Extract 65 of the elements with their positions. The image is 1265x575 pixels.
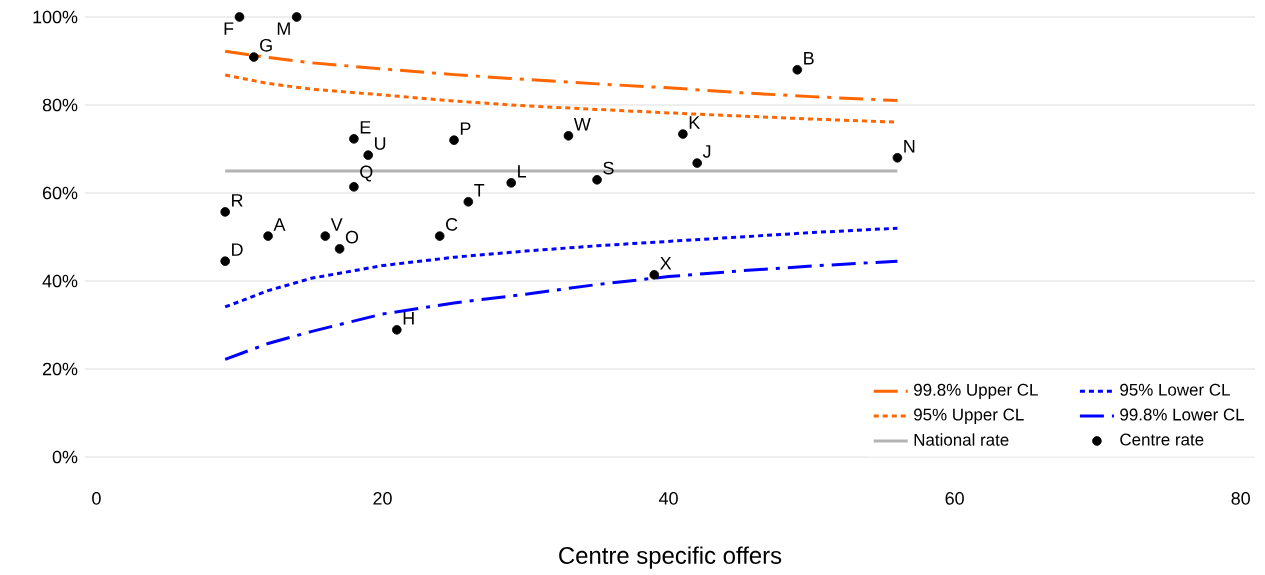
point xyxy=(649,269,660,280)
annotation: W xyxy=(573,117,591,131)
annotation: H xyxy=(403,311,414,325)
point xyxy=(349,181,359,192)
point xyxy=(234,12,245,22)
point xyxy=(463,196,474,207)
point xyxy=(392,324,402,335)
point xyxy=(506,177,517,188)
x-tick-label: 60 xyxy=(945,491,964,505)
annotation: F xyxy=(224,22,234,35)
annotation: K xyxy=(689,116,701,129)
legend-label: 95% Lower CL xyxy=(1120,383,1230,396)
legend-label: 99.8% Lower CL xyxy=(1120,408,1245,421)
y-tick-label: 40% xyxy=(42,274,78,288)
point xyxy=(263,231,273,241)
annotation: X xyxy=(660,256,672,270)
annotation: L xyxy=(518,164,527,178)
point xyxy=(434,231,445,241)
y-tick-label: 60% xyxy=(42,186,78,200)
line-series xyxy=(223,259,899,361)
annotation: M xyxy=(277,22,290,35)
annotation: S xyxy=(603,161,614,175)
legend-label: 95% Upper CL xyxy=(914,408,1024,424)
point xyxy=(892,152,903,163)
point xyxy=(220,256,230,266)
point xyxy=(220,206,230,217)
x-tick-label: 40 xyxy=(659,491,678,505)
legend-label: National rate xyxy=(914,433,1009,446)
point xyxy=(792,64,803,75)
point xyxy=(349,133,359,144)
point xyxy=(334,243,345,254)
annotation: D xyxy=(232,243,243,256)
annotation: Q xyxy=(360,165,373,182)
annotation: B xyxy=(804,51,814,65)
point xyxy=(563,130,574,141)
y-tick-label: 0% xyxy=(52,450,78,464)
annotation: N xyxy=(904,139,915,153)
point xyxy=(291,12,302,22)
point xyxy=(449,135,459,145)
point xyxy=(692,158,702,168)
annotation: U xyxy=(374,137,386,150)
annotation: G xyxy=(260,38,272,52)
point xyxy=(248,52,259,62)
legend-label: Centre rate xyxy=(1120,433,1204,446)
annotation: V xyxy=(330,218,343,231)
x-tick-label: 0 xyxy=(92,491,101,505)
x-tick-label: 20 xyxy=(373,491,392,505)
legend-label: 99.8% Upper CL xyxy=(914,383,1038,399)
x-axis-title: Centre specific offers xyxy=(559,546,782,569)
point xyxy=(320,231,331,241)
y-tick-label: 80% xyxy=(42,98,78,112)
y-tick-label: 100% xyxy=(33,10,78,24)
annotation: A xyxy=(273,218,286,231)
annotation: E xyxy=(360,120,371,134)
annotation: O xyxy=(345,230,359,244)
annotation: C xyxy=(446,217,458,231)
point xyxy=(363,150,374,160)
point xyxy=(678,129,688,139)
annotation: J xyxy=(702,144,711,158)
y-tick-label: 20% xyxy=(42,362,78,376)
x-tick-label: 80 xyxy=(1231,491,1250,505)
annotation: R xyxy=(232,194,243,207)
annotation: T xyxy=(474,183,485,197)
point xyxy=(592,174,602,185)
annotation: P xyxy=(460,122,471,135)
